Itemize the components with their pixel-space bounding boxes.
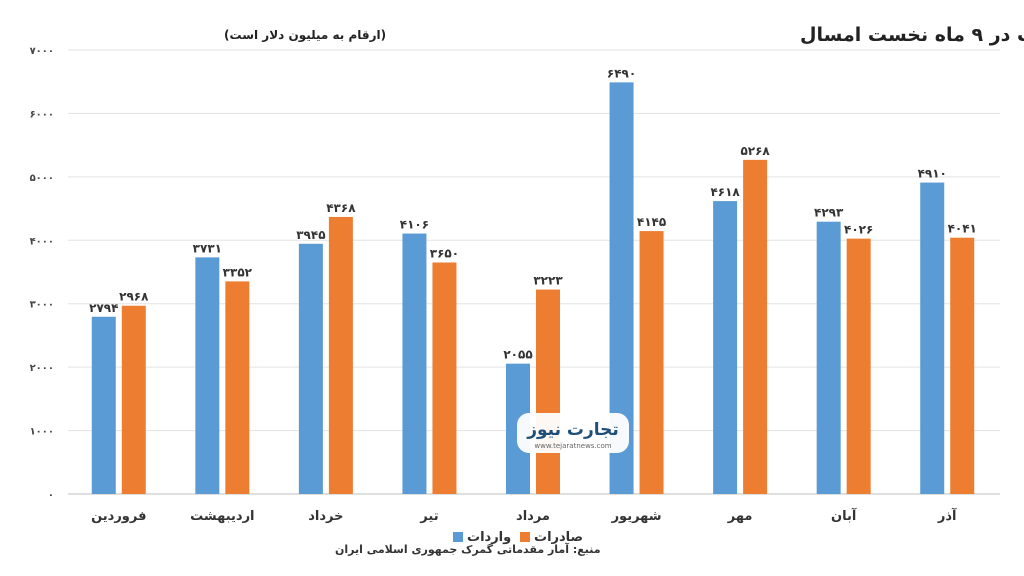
y-tick-label: ۰ — [48, 490, 54, 501]
gridlines — [68, 49, 1000, 495]
y-tick-label: ۲۰۰۰ — [30, 363, 54, 374]
y-tick-label: ۴۰۰۰ — [30, 236, 54, 247]
svg-text:تجارت نیوز: تجارت نیوز — [526, 420, 619, 440]
bar-exports — [328, 216, 353, 494]
bar-imports — [713, 201, 738, 494]
data-label: ۵۲۶۸ — [740, 144, 770, 158]
data-label: ۲۰۵۵ — [503, 348, 532, 362]
x-tick-label: شهریور — [611, 509, 662, 524]
data-label: ۴۳۶۸ — [326, 201, 356, 215]
data-label: ۴۹۱۰ — [918, 167, 947, 181]
data-label: ۲۹۶۸ — [119, 290, 149, 304]
x-tick-label: فروردین — [91, 509, 146, 524]
data-label: ۳۲۲۳ — [533, 274, 563, 288]
x-tick-label: خرداد — [308, 509, 343, 524]
x-tick-label: آبان — [831, 507, 857, 524]
data-label: ۴۱۴۵ — [637, 215, 666, 229]
bar-imports — [816, 221, 841, 494]
data-label: ۳۷۳۱ — [193, 241, 222, 255]
bar-imports — [91, 316, 116, 494]
source-note: منبع: آمار مقدماتی گمرک جمهوری اسلامی ای… — [335, 542, 601, 556]
bars — [91, 82, 975, 495]
y-tick-label: ۵۰۰۰ — [30, 173, 54, 184]
y-tick-label: ۷۰۰۰ — [30, 46, 54, 57]
data-label: ۳۹۴۵ — [296, 228, 325, 242]
chart-subtitle: (ارقام به میلیون دلار است) — [224, 28, 386, 43]
data-label: ۳۳۵۲ — [223, 265, 253, 279]
x-tick-label: آذر — [937, 507, 957, 524]
x-tick-label: تیر — [419, 509, 438, 524]
legend-label-imports: واردات — [467, 530, 511, 545]
legend-swatch-imports — [453, 532, 463, 542]
data-label: ۳۶۵۰ — [430, 246, 459, 260]
bar-imports — [298, 243, 323, 494]
y-tick-label: ۳۰۰۰ — [30, 300, 54, 311]
bar-imports — [402, 233, 427, 494]
x-axis-labels: فروردین اردیبهشت خرداد تیر مرداد شهریور مهر آبا… — [91, 507, 957, 524]
chart-title: مقایسه میزان صادرات و واردات در ۹ ماه نخ… — [800, 24, 1024, 46]
legend: واردات صادرات — [453, 530, 583, 545]
data-label: ۲۷۹۴ — [89, 301, 118, 315]
bar-exports — [639, 231, 664, 495]
data-label: ۴۲۹۳ — [814, 206, 844, 220]
x-tick-label: اردیبهشت — [190, 509, 254, 524]
data-label: ۴۶۱۸ — [710, 185, 740, 199]
legend-swatch-exports — [520, 532, 530, 542]
bar-exports — [950, 237, 975, 494]
data-label: ۴۰۴۱ — [948, 222, 977, 236]
y-tick-label: ۱۰۰۰ — [30, 427, 54, 438]
bar-exports — [432, 262, 457, 494]
bar-imports — [920, 182, 945, 494]
x-tick-label: مهر — [727, 509, 753, 524]
legend-label-exports: صادرات — [534, 530, 583, 545]
data-label: ۴۰۲۶ — [844, 223, 873, 237]
svg-text:www.tejaratnews.com: www.tejaratnews.com — [534, 442, 611, 450]
data-label: ۶۴۹۰ — [607, 66, 636, 80]
bar-exports — [121, 305, 146, 494]
bar-exports — [225, 281, 250, 494]
y-tick-label: ۶۰۰۰ — [30, 109, 54, 120]
bar-exports — [536, 289, 560, 494]
bar-exports — [743, 159, 768, 495]
watermark-logo: تجارت نیوز www.tejaratnews.com — [517, 413, 629, 453]
x-tick-label: مرداد — [516, 509, 550, 524]
data-label: ۴۱۰۶ — [400, 218, 429, 232]
bar-exports — [846, 238, 871, 494]
y-axis-ticks: ۰ ۱۰۰۰ ۲۰۰۰ ۳۰۰۰ ۴۰۰۰ ۵۰۰۰ ۶۰۰۰ ۷۰۰۰ — [30, 46, 54, 501]
bar-imports — [195, 257, 220, 494]
